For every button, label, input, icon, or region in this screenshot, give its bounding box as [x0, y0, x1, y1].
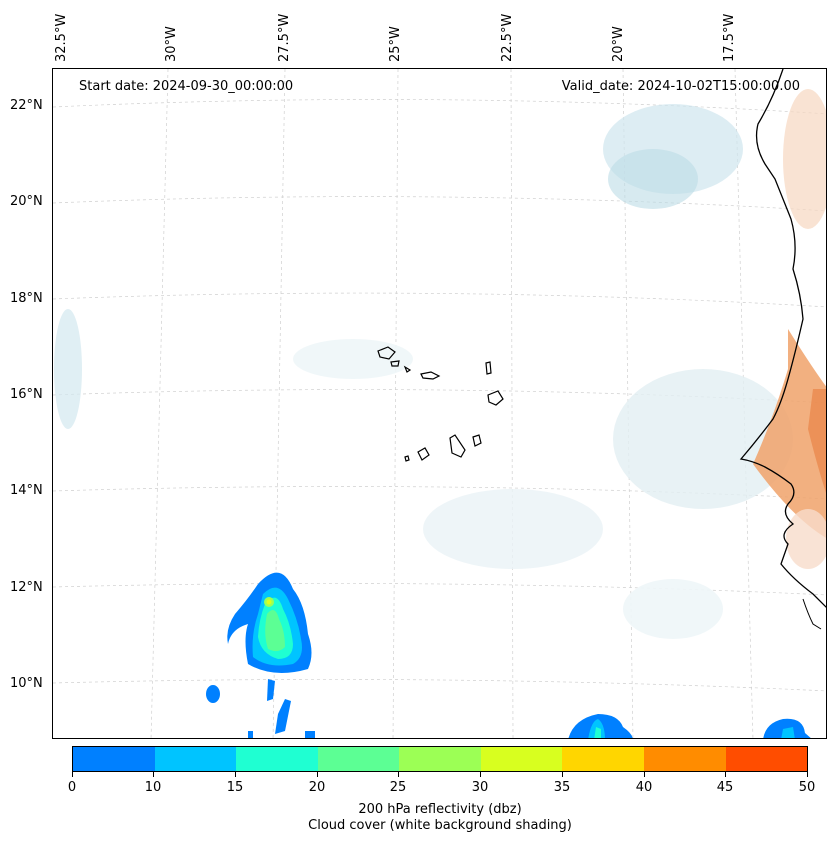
- land-shading: [753, 89, 826, 569]
- lat-label-14n: 14°N: [10, 483, 43, 498]
- colorbar-label-50: 50: [798, 780, 816, 795]
- colorbar-label-0: 0: [67, 780, 77, 795]
- valid-date-label: Valid_date: 2024-10-02T15:00:00.00: [561, 79, 800, 94]
- lat-label-18n: 18°N: [10, 291, 43, 306]
- cloud-patch-coast: [613, 369, 793, 509]
- colorbar-tick: [644, 772, 645, 777]
- colorbar-segment: [643, 747, 726, 771]
- lon-label-17-5w: 17.5°W: [722, 13, 737, 62]
- colorbar-segment: [317, 747, 400, 771]
- warm-cloud-senegal: [753, 329, 826, 538]
- storm-cell-main-20-25: [265, 610, 285, 652]
- storm-cell-streak-1: [267, 679, 275, 701]
- lat-label-22n: 22°N: [10, 98, 43, 113]
- meridian-17-5w: [734, 69, 754, 738]
- cloud-patch-south: [623, 579, 723, 639]
- storm-cell-main-30-35: [266, 599, 272, 605]
- island-santiago: [449, 434, 466, 458]
- colorbar-tick: [317, 772, 318, 777]
- lon-label-20w: 20°W: [611, 26, 626, 62]
- lat-label-16n: 16°N: [10, 387, 43, 402]
- lat-label-20n: 20°N: [10, 194, 43, 209]
- meridian-22-5w: [510, 69, 514, 738]
- meridian-20w: [622, 69, 634, 738]
- colorbar-segment: [725, 747, 808, 771]
- island-maio: [472, 434, 482, 447]
- colorbar-segment: [154, 747, 237, 771]
- cloud-patch-central: [423, 489, 603, 569]
- colorbar-segment: [480, 747, 563, 771]
- warm-cloud-senegal-core: [808, 389, 826, 493]
- lon-label-22-5w: 22.5°W: [500, 13, 515, 62]
- colorbar-segment: [562, 747, 644, 771]
- cape-verde-islands: [377, 346, 504, 462]
- storm-cell-bottom-2: [305, 731, 315, 738]
- colorbar-label-25: 25: [389, 780, 407, 795]
- storm-cell-small-west: [206, 685, 220, 703]
- colorbar-tick: [562, 772, 563, 777]
- lat-label-10n: 10°N: [10, 676, 43, 691]
- african-coastline: [739, 69, 826, 608]
- island-santo-antao: [377, 346, 396, 360]
- colorbar-segment: [73, 747, 155, 771]
- reflectivity-cells: [206, 572, 811, 738]
- lon-label-25w: 25°W: [388, 26, 403, 62]
- coastline-guinea-bissau: [802, 598, 822, 630]
- storm-cell-south-15-20: [594, 727, 601, 738]
- parallel-18n: [53, 292, 826, 308]
- map-panel: Start date: 2024-09-30_00:00:00 Valid_da…: [52, 68, 827, 739]
- meridian-25w: [392, 69, 399, 738]
- island-sao-nicolau: [420, 371, 441, 380]
- map-canvas: [53, 69, 826, 738]
- colorbar-label-45: 45: [716, 780, 734, 795]
- colorbar-label-10: 10: [144, 780, 162, 795]
- cloud-patch-west: [54, 309, 82, 429]
- storm-cell-streak-2: [275, 699, 291, 734]
- island-brava: [404, 455, 410, 462]
- colorbar-tick: [153, 772, 154, 777]
- island-santa-luzia: [403, 365, 412, 373]
- colorbar-tick: [72, 772, 73, 777]
- colorbar-label-20: 20: [308, 780, 326, 795]
- colorbar-tick: [480, 772, 481, 777]
- colorbar-label-15: 15: [226, 780, 244, 795]
- cloud-patch-islands: [293, 339, 413, 379]
- cloud-patch-north-core: [608, 149, 698, 209]
- parallel-10n: [53, 679, 826, 692]
- colorbar-label-30: 30: [471, 780, 489, 795]
- lat-label-12n: 12°N: [10, 580, 43, 595]
- colorbar-title: 200 hPa reflectivity (dbz): [358, 802, 522, 817]
- colorbar-segment: [399, 747, 481, 771]
- island-boa-vista: [487, 390, 504, 406]
- colorbar-segment: [236, 747, 318, 771]
- island-sao-vicente: [390, 360, 400, 367]
- colorbar-label-35: 35: [553, 780, 571, 795]
- colorbar-label-40: 40: [635, 780, 653, 795]
- colorbar-tick: [235, 772, 236, 777]
- storm-cell-bottom-1: [248, 731, 253, 738]
- lon-label-30w: 30°W: [164, 26, 179, 62]
- meridian-30w: [150, 69, 169, 738]
- colorbar-tick: [398, 772, 399, 777]
- island-sal: [485, 361, 492, 375]
- warm-cloud-north: [783, 89, 826, 229]
- lon-label-32-5w: 32.5°W: [54, 13, 69, 62]
- colorbar-subtitle: Cloud cover (white background shading): [308, 818, 572, 833]
- storm-cell-southeast-core: [781, 727, 795, 738]
- colorbar: [72, 746, 808, 772]
- start-date-label: Start date: 2024-09-30_00:00:00: [79, 79, 294, 94]
- lon-label-27-5w: 27.5°W: [277, 13, 292, 62]
- island-fogo: [417, 447, 430, 461]
- parallel-20n: [53, 196, 826, 212]
- warm-cloud-south: [786, 509, 826, 569]
- colorbar-tick: [725, 772, 726, 777]
- colorbar-tick: [807, 772, 808, 777]
